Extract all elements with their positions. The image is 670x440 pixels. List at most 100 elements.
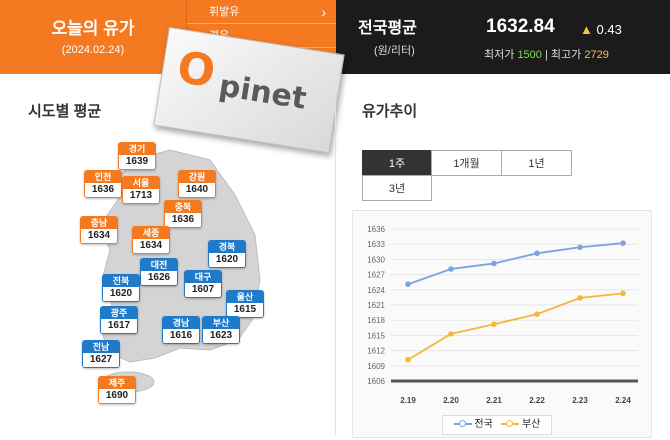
chevron-right-icon: › [321, 4, 326, 20]
region-price: 1639 [119, 155, 155, 169]
region-name: 경북 [209, 241, 245, 253]
today-price-title: 오늘의 유가 [51, 19, 135, 38]
min-price-label: 최저가 [484, 49, 515, 61]
opinet-logo-text: pinet [216, 68, 309, 117]
legend-label-busan: 부산 [521, 419, 541, 430]
region-price: 1627 [83, 353, 119, 367]
legend-label-national: 전국 [474, 419, 493, 430]
y-tick-label: 1621 [367, 301, 385, 310]
region-name: 울산 [227, 291, 263, 303]
y-tick-label: 1630 [367, 255, 385, 264]
price-change: ▲ 0.43 [580, 22, 622, 37]
fuel-item-gasoline-label: 휘발유 [209, 6, 240, 18]
y-tick-label: 1612 [367, 347, 385, 356]
section-divider [335, 90, 336, 435]
price-trend-chart-svg: 1606 1609 1612 1615 1618 1621 1624 1627 1630 1633… [367, 225, 638, 405]
region-price: 1623 [203, 329, 239, 343]
tab-1-week[interactable]: 1주 [362, 150, 432, 176]
region-name: 전남 [83, 341, 119, 353]
x-tick-label: 2.20 [443, 396, 459, 405]
x-tick-label: 2.24 [615, 396, 631, 405]
region-marker[interactable]: 울산 1615 [226, 290, 264, 318]
y-tick-label: 1624 [367, 286, 385, 295]
opinet-logo-letter: O [173, 41, 219, 99]
region-price: 1617 [101, 319, 137, 333]
region-marker[interactable]: 제주 1690 [98, 376, 136, 404]
series-point [577, 244, 583, 251]
region-price: 1616 [163, 329, 199, 343]
price-trend-chart: 1606 1609 1612 1615 1618 1621 1624 1627 1630 1633… [352, 210, 652, 438]
national-average-unit: (원/리터) [374, 45, 415, 57]
region-marker[interactable]: 광주 1617 [100, 306, 138, 334]
region-name: 충북 [165, 201, 201, 213]
chart-legend: 전국 부산 [442, 415, 552, 435]
national-average-label: 전국평균 [358, 20, 417, 37]
x-tick-label: 2.23 [572, 396, 588, 405]
region-marker[interactable]: 대구 1607 [184, 270, 222, 298]
region-marker[interactable]: 충남 1634 [80, 216, 118, 244]
region-price: 1636 [85, 183, 121, 197]
today-price-panel: 오늘의 유가 (2024.02.24) [0, 0, 186, 74]
region-marker[interactable]: 인천 1636 [84, 170, 122, 198]
region-price: 1626 [141, 271, 177, 285]
series-point [620, 290, 626, 297]
tab-1-year[interactable]: 1년 [501, 150, 572, 176]
korea-map: 경기 1639 인천 1636 서울 1713 강원 1640 충북 1636 충남 1634 세종 16… [60, 140, 300, 430]
region-name: 인천 [85, 171, 121, 183]
tab-3-years[interactable]: 3년 [362, 175, 432, 201]
series-point [534, 250, 540, 257]
region-marker[interactable]: 충북 1636 [164, 200, 202, 228]
region-name: 대전 [141, 259, 177, 271]
region-marker[interactable]: 전북 1620 [102, 274, 140, 302]
region-name: 제주 [99, 377, 135, 389]
y-tick-label: 1636 [367, 225, 385, 234]
max-price-label: 최고가 [550, 49, 582, 61]
region-price: 1607 [185, 283, 221, 297]
series-point [534, 311, 540, 317]
region-name: 경남 [163, 317, 199, 329]
region-price: 1713 [123, 189, 159, 203]
region-price: 1620 [103, 287, 139, 301]
fuel-item-gasoline[interactable]: 휘발유 › [187, 0, 336, 24]
region-marker[interactable]: 세종 1634 [132, 226, 170, 254]
region-marker[interactable]: 경남 1616 [162, 316, 200, 344]
region-price: 1620 [209, 253, 245, 267]
region-name: 대구 [185, 271, 221, 283]
y-tick-label: 1609 [367, 362, 385, 371]
x-tick-label: 2.19 [400, 396, 416, 405]
region-name: 광주 [101, 307, 137, 319]
legend-swatch-national [453, 420, 472, 428]
region-marker[interactable]: 대전 1626 [140, 258, 178, 286]
series-point [405, 356, 411, 363]
national-average-panel: 전국평균 (원/리터) 1632.84 ▲ 0.43 최저가 1500 | 최고… [336, 0, 670, 74]
series-point [448, 331, 454, 337]
region-marker[interactable]: 부산 1623 [202, 316, 240, 344]
y-tick-label: 1627 [367, 271, 385, 280]
region-price: 1634 [133, 239, 169, 253]
region-marker[interactable]: 서울 1713 [122, 176, 160, 204]
series-point [620, 240, 626, 246]
price-trend-title: 유가추이 [362, 103, 418, 120]
region-marker[interactable]: 경북 1620 [208, 240, 246, 268]
region-marker[interactable]: 강원 1640 [178, 170, 216, 198]
up-triangle-icon: ▲ [580, 22, 593, 37]
tab-1-month[interactable]: 1개월 [431, 150, 502, 176]
region-name: 서울 [123, 177, 159, 189]
region-marker[interactable]: 경기 1639 [118, 142, 156, 170]
region-price: 1640 [179, 183, 215, 197]
region-price: 1634 [81, 229, 117, 243]
max-price-value: 2729 [584, 49, 609, 61]
region-marker[interactable]: 전남 1627 [82, 340, 120, 368]
min-max-separator: | [544, 49, 548, 61]
y-tick-label: 1618 [367, 316, 385, 325]
y-tick-label: 1615 [367, 331, 385, 340]
region-name: 부산 [203, 317, 239, 329]
national-average-price: 1632.84 [486, 16, 555, 37]
y-tick-label: 1606 [367, 377, 385, 386]
region-name: 전북 [103, 275, 139, 287]
region-price: 1636 [165, 213, 201, 227]
series-point [577, 295, 583, 301]
today-price-date: (2024.02.24) [61, 44, 125, 56]
region-name: 강원 [179, 171, 215, 183]
regional-average-title: 시도별 평균 [28, 103, 102, 120]
